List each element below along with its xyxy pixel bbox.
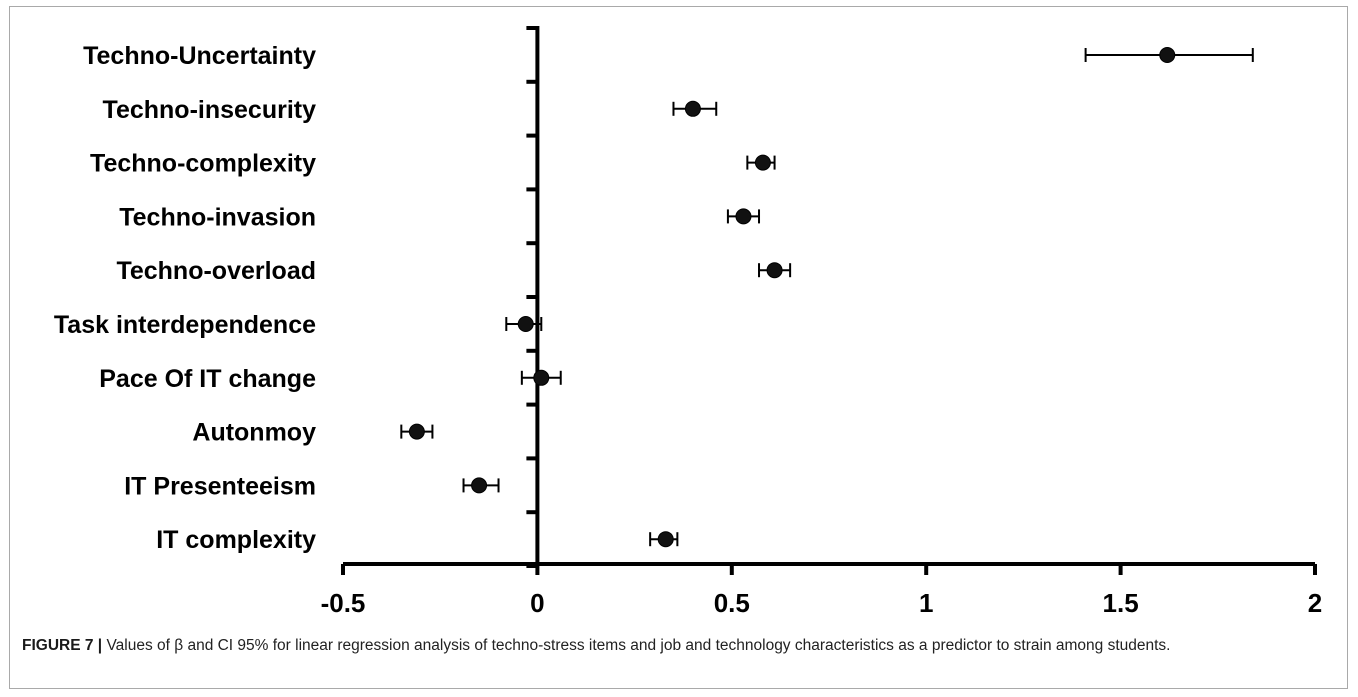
estimate-point: [1159, 47, 1176, 63]
x-tick-label: 1: [919, 588, 933, 618]
category-labels: Techno-Uncertainty Techno-insecurity Techn…: [54, 42, 316, 554]
estimate-point: [408, 423, 425, 440]
x-tick-label: 0: [530, 588, 544, 618]
x-tick-label: 2: [1308, 588, 1322, 618]
x-tick-label: 0.5: [714, 588, 750, 618]
estimate-point: [471, 477, 488, 494]
category-label: Techno-complexity: [90, 150, 316, 178]
category-label: Techno-invasion: [119, 203, 316, 231]
estimate-point: [533, 369, 550, 386]
category-label: Autonmoy: [192, 419, 316, 447]
caption-text: Values of β and CI 95% for linear regres…: [102, 637, 1171, 654]
category-label: Techno-insecurity: [103, 96, 317, 124]
estimate-point: [684, 100, 701, 117]
figure-caption: FIGURE 7 | Values of β and CI 95% for li…: [22, 635, 1332, 656]
estimate-point: [754, 154, 771, 171]
axes: [341, 26, 1317, 575]
x-tick-label: -0.5: [321, 588, 366, 618]
category-label: IT complexity: [156, 526, 316, 554]
data-marks: [400, 47, 1254, 548]
category-label: Techno-overload: [116, 257, 316, 285]
x-tick-labels: -0.5 0 0.5 1 1.5 2: [321, 588, 1323, 618]
figure-frame: [9, 6, 1348, 689]
figure-label: FIGURE 7 |: [22, 637, 103, 654]
estimate-point: [657, 531, 674, 548]
category-label: Techno-Uncertainty: [83, 42, 316, 70]
category-label: IT Presenteeism: [124, 472, 316, 500]
x-tick-label: 1.5: [1103, 588, 1139, 618]
estimate-point: [735, 208, 752, 225]
category-label: Pace Of IT change: [99, 365, 316, 393]
estimate-point: [517, 316, 534, 332]
estimate-point: [766, 262, 783, 279]
forest-plot: Techno-Uncertainty Techno-insecurity Techn…: [54, 26, 1323, 618]
category-label: Task interdependence: [54, 311, 316, 339]
